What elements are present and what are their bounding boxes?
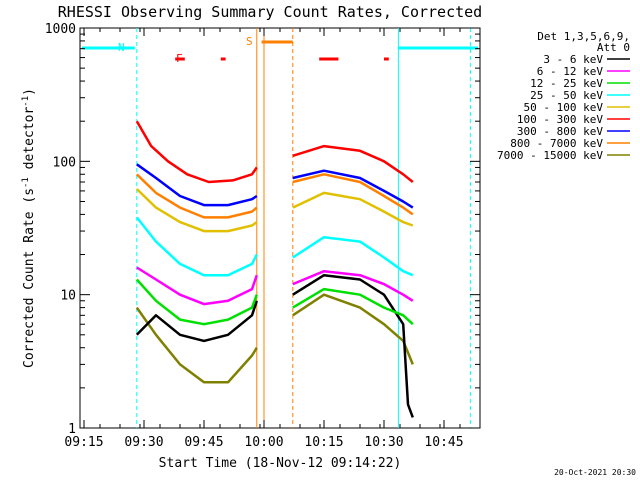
x-tick-label: 09:30 bbox=[124, 435, 163, 450]
x-tick-label: 10:00 bbox=[244, 435, 283, 450]
y-tick-label: 1000 bbox=[45, 22, 76, 37]
y-axis-label-sup: -1 bbox=[21, 177, 31, 188]
series-line-50-100-kev bbox=[135, 188, 258, 233]
series-line-6-12-kev bbox=[292, 269, 414, 302]
legend-label: 800 - 7000 keV bbox=[510, 137, 603, 150]
y-axis-label-part: Corrected Count Rate (s bbox=[22, 188, 37, 368]
legend-label: 6 - 12 keV bbox=[537, 65, 604, 78]
x-tick-label: 09:15 bbox=[64, 435, 103, 450]
legend-label: 300 - 800 keV bbox=[517, 125, 603, 138]
series-layer bbox=[135, 120, 414, 418]
x-tick-label: 09:45 bbox=[184, 435, 223, 450]
x-tick-label: 10:30 bbox=[364, 435, 403, 450]
legend-label: 12 - 25 keV bbox=[530, 77, 603, 90]
series-line-25-50-kev bbox=[135, 216, 258, 277]
series-line-7000-15000-kev bbox=[135, 306, 258, 384]
plot-area: 09:15 09:30 09:45 10:00 10:15 10:30 10:45 1 10 10… bbox=[45, 22, 481, 450]
y-tick-label: 10 bbox=[60, 289, 76, 304]
legend-label: 7000 - 15000 keV bbox=[497, 149, 603, 162]
y-tick-label: 100 bbox=[53, 155, 76, 170]
y-axis-label-part: detector bbox=[22, 107, 37, 178]
series-line-6-12-kev bbox=[136, 266, 258, 306]
series-line-50-100-kev bbox=[292, 191, 414, 227]
flare-marker: F bbox=[176, 52, 183, 65]
legend-label: 3 - 6 keV bbox=[543, 53, 603, 66]
chart-title: RHESSI Observing Summary Count Rates, Co… bbox=[58, 3, 482, 21]
night-marker: N bbox=[118, 41, 125, 54]
x-axis-label: Start Time (18-Nov-12 09:14:22) bbox=[159, 456, 402, 471]
legend-label: 100 - 300 keV bbox=[517, 113, 603, 126]
axis-ticks: 09:15 09:30 09:45 10:00 10:15 10:30 10:45 1 10 10… bbox=[45, 22, 481, 450]
series-line-12-25-kev bbox=[135, 278, 258, 326]
x-tick-label: 10:45 bbox=[424, 435, 463, 450]
series-line-7000-15000-kev bbox=[292, 293, 414, 365]
series-line-3-6-kev bbox=[135, 300, 258, 343]
series-line-800-7000-kev bbox=[135, 173, 258, 219]
series-line-100-300-kev bbox=[292, 144, 414, 183]
legend-header-detectors: Det 1,3,5,6,9, bbox=[537, 30, 630, 43]
series-line-3-6-kev bbox=[292, 273, 414, 418]
plot-frame bbox=[79, 27, 481, 429]
series-line-25-50-kev bbox=[292, 235, 414, 277]
x-tick-label: 10:15 bbox=[304, 435, 343, 450]
legend-label: 50 - 100 keV bbox=[524, 101, 604, 114]
saa-marker: S bbox=[246, 35, 253, 48]
series-line-300-800-kev bbox=[292, 169, 414, 209]
series-line-800-7000-kev bbox=[292, 173, 414, 216]
y-axis-label-part: ) bbox=[22, 88, 37, 96]
y-axis-label-sup: -1 bbox=[21, 96, 31, 107]
legend-label: 25 - 50 keV bbox=[530, 89, 603, 102]
series-line-300-800-kev bbox=[136, 163, 258, 207]
series-line-12-25-kev bbox=[292, 287, 414, 326]
footer-timestamp: 20-Oct-2021 20:30 bbox=[554, 468, 636, 477]
series-line-100-300-kev bbox=[135, 120, 258, 184]
legend-header-attenuator: Att 0 bbox=[597, 41, 630, 54]
y-tick-label: 1 bbox=[68, 422, 76, 437]
observing-bands bbox=[82, 28, 478, 428]
y-axis-label: Corrected Count Rate (s-1 detector-1) bbox=[21, 88, 37, 368]
